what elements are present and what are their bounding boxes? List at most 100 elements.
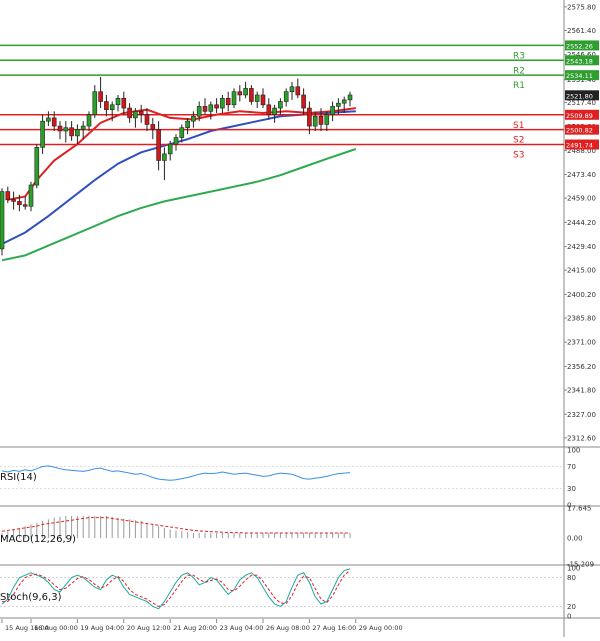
time-tick-label: 20 Aug 12:00 xyxy=(127,624,171,632)
price-tick-label: 2385.80 xyxy=(567,314,596,322)
candle-down xyxy=(138,111,144,115)
rsi-label: RSI(14) xyxy=(0,472,37,483)
candle-up xyxy=(162,153,167,161)
price-tick-label: 2327.00 xyxy=(567,411,596,419)
candle-up xyxy=(46,117,51,122)
candle-up xyxy=(272,107,277,115)
rsi-pane: 100 70 30 0 RSI(14) xyxy=(0,447,600,510)
price-tick-label: 2356.20 xyxy=(567,363,596,371)
level-value-label: 2500.82 xyxy=(566,127,593,135)
macd-label: MACD(12,26,9) xyxy=(0,534,76,545)
price-tick-label: 2473.40 xyxy=(567,171,596,179)
stoch-tick-label: 20 xyxy=(567,603,576,611)
candle-down xyxy=(266,104,272,115)
current-price-label: 2521.80 xyxy=(566,92,593,100)
time-tick-label: 23 Aug 04:00 xyxy=(220,624,264,632)
macd-tick-label: 17.645 xyxy=(567,505,592,513)
candle-down xyxy=(301,94,306,109)
level-name-s1: S1 xyxy=(513,121,524,131)
macd-pane: 17.645 0.00 -15.209 MACD(12,26,9) xyxy=(0,505,600,569)
stoch-tick-label: 80 xyxy=(567,574,576,582)
candle-up xyxy=(40,120,45,148)
candle-down xyxy=(104,101,109,111)
macd-tick-label: 0.00 xyxy=(567,535,583,543)
price-tick-label: 2575.80 xyxy=(567,3,596,11)
candle-up xyxy=(347,94,353,101)
candle-down xyxy=(237,91,243,96)
candle-up xyxy=(289,86,295,92)
candle-down xyxy=(307,107,312,127)
price-tick-label: 2546.60 xyxy=(567,51,596,59)
time-tick-label: 15 Aug 16:00 xyxy=(5,624,49,632)
candle-down xyxy=(295,86,301,96)
time-tick-label: 27 Aug 16:00 xyxy=(312,624,356,632)
price-tick-label: 2312.60 xyxy=(567,434,596,442)
candle-up xyxy=(336,102,341,107)
candle-up xyxy=(0,191,5,250)
macd-signal-line xyxy=(1,517,350,534)
rsi-tick-label: 70 xyxy=(567,463,576,471)
price-tick-label: 2561.40 xyxy=(567,27,596,35)
stoch-tick-label: 100 xyxy=(567,565,580,573)
candle-up xyxy=(28,184,34,207)
candle-up xyxy=(243,88,248,96)
candle-up xyxy=(185,120,190,129)
candle-up xyxy=(231,91,237,106)
candle-up xyxy=(80,125,86,130)
level-name-r3: R3 xyxy=(513,51,525,61)
candle-up xyxy=(312,115,318,127)
candle-down xyxy=(51,117,57,127)
candle-down xyxy=(225,97,231,106)
time-tick-label: 26 Aug 08:00 xyxy=(266,624,310,632)
rsi-tick-label: 30 xyxy=(567,485,576,493)
candle-up xyxy=(278,101,283,109)
candle-up xyxy=(133,111,138,119)
level-name-s2: S2 xyxy=(513,136,524,146)
candle-up xyxy=(34,147,40,186)
candle-down xyxy=(144,114,150,125)
price-tick-label: 2371.00 xyxy=(567,339,596,347)
level-value-badge xyxy=(565,124,599,135)
level-name-r1: R1 xyxy=(513,81,525,91)
candle-up xyxy=(92,91,98,115)
price-tick-label: 2400.20 xyxy=(567,291,596,299)
level-value-label: 2543.18 xyxy=(566,57,593,65)
candle-up xyxy=(63,127,69,132)
price-tick-label: 2488.00 xyxy=(567,147,596,155)
level-name-r2: R2 xyxy=(513,66,525,76)
candle-up xyxy=(75,129,80,137)
candle-up xyxy=(220,97,225,109)
level-name-s3: S3 xyxy=(513,151,524,161)
level-value-label: 2509.89 xyxy=(566,112,593,120)
candle-down xyxy=(22,204,28,207)
candle-up xyxy=(283,91,289,102)
candle-down xyxy=(214,104,219,109)
price-tick-label: 2429.40 xyxy=(567,243,596,251)
candle-up xyxy=(109,104,115,111)
candle-down xyxy=(17,201,22,205)
candle-up xyxy=(167,143,173,155)
level-value-badge xyxy=(565,109,599,120)
time-tick-label: 19 Aug 04:00 xyxy=(80,624,124,632)
price-tick-label: 2341.80 xyxy=(567,387,596,395)
candle-up xyxy=(179,127,185,138)
candle-up xyxy=(208,104,214,112)
current-price-badge xyxy=(565,90,599,101)
candle-down xyxy=(249,88,254,102)
candle-up xyxy=(330,106,335,115)
level-value-label: 2534.11 xyxy=(566,72,593,80)
candle-down xyxy=(69,127,74,137)
stoch-k-line xyxy=(1,568,351,610)
candle-down xyxy=(127,107,132,119)
candle-up xyxy=(86,114,92,127)
level-value-label: 2552.26 xyxy=(566,42,593,50)
stoch-tick-label: 0 xyxy=(567,613,571,621)
time-tick-label: 16 Aug 00:00 xyxy=(34,624,78,632)
candle-up xyxy=(196,106,202,117)
level-value-badge xyxy=(565,55,599,66)
price-pane: 2575.802561.402546.602531.402517.402502.… xyxy=(0,3,600,448)
candle-up xyxy=(341,99,347,104)
candle-down xyxy=(11,199,16,202)
